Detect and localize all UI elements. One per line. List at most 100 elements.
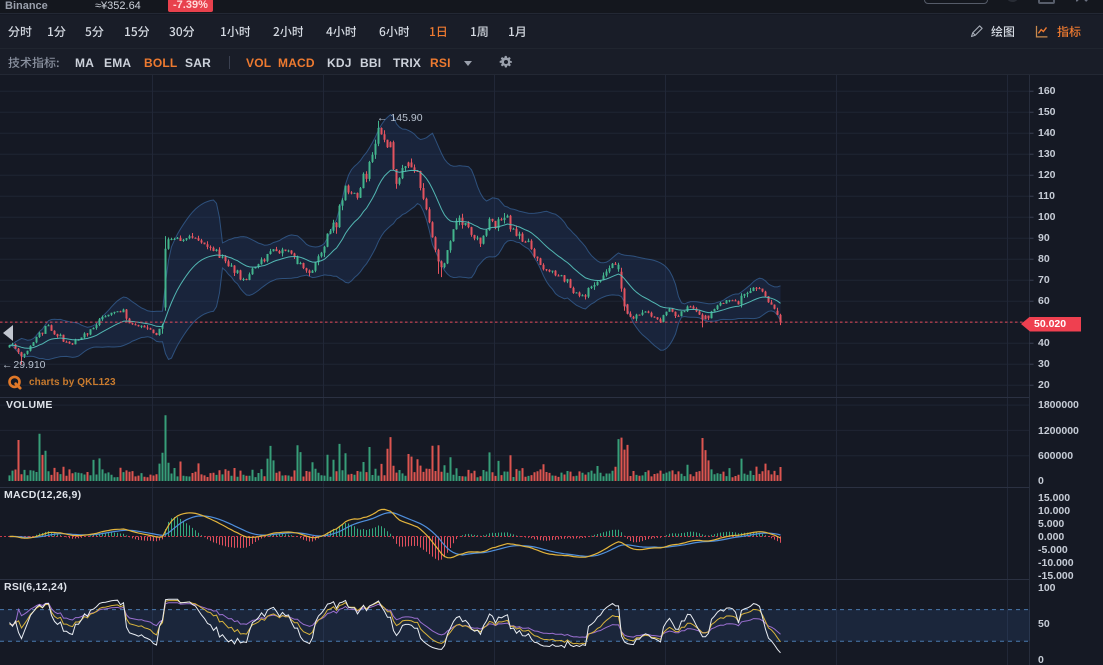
rsi-axis-label: 50: [1038, 618, 1050, 630]
volume-axis-label: 1200000: [1038, 424, 1079, 437]
rsi12-line: [9, 599, 781, 645]
watermark-text: charts by QKL123: [29, 377, 116, 388]
volume-axis-label: 1800000: [1038, 399, 1079, 412]
volume-down-bars: [14, 437, 782, 481]
rsi-panel: [0, 598, 1030, 654]
volume-axis-label: 0: [1038, 475, 1044, 488]
indicator-bar-label: 技术指标:: [8, 49, 59, 76]
timeframe-6xiaoshi[interactable]: 6小时: [379, 15, 410, 48]
timeframe-30fen[interactable]: 30分: [169, 15, 195, 48]
exchange-name: Binance: [5, 0, 48, 12]
indicator-toolbar: 技术指标: MA EMA BOLL SAR VOL MACD KDJ BBI TRIX RSI: [0, 48, 1103, 75]
timeframe-5fen[interactable]: 5分: [85, 15, 104, 48]
cropped-icon-circle[interactable]: [1006, 0, 1019, 2]
volume-axis-label: 600000: [1038, 449, 1074, 462]
indicator-chart-icon[interactable]: [1034, 15, 1049, 48]
timeframe-1fen[interactable]: 1分: [47, 15, 66, 48]
timeframe-toolbar: 分时 1分 5分 15分 30分 1小时 2小时 4小时 6小时 1日 1周 1月 绘图 指标: [0, 15, 1103, 48]
macd-axis-label: 0.000: [1038, 530, 1065, 543]
indicator-macd-active[interactable]: MACD: [278, 55, 315, 70]
timeframe-fenshi[interactable]: 分时: [8, 15, 32, 48]
rsi24-line: [9, 602, 781, 638]
price-axis-label: 150: [1038, 106, 1056, 119]
volume-bars: [8, 415, 782, 481]
candlestick-layer: [8, 120, 782, 365]
gridlines: [0, 75, 1030, 665]
macd-axis-label: 15.000: [1038, 491, 1071, 504]
change-percent-badge: -7.39%: [168, 0, 213, 12]
indicator-ema[interactable]: EMA: [104, 55, 132, 70]
macd-axis-label: -15.000: [1038, 569, 1074, 582]
last-price-tag: 50.020: [1021, 316, 1081, 332]
timeframe-1xiaoshi[interactable]: 1小时: [220, 15, 251, 48]
rsi-band-fill: [0, 609, 1030, 642]
boll-mid-line: [9, 169, 781, 349]
cropped-fullscreen-icon[interactable]: [1038, 0, 1055, 4]
indicator-bbi[interactable]: BBI: [360, 55, 382, 70]
rsi-panel-title: RSI(6,12,24): [4, 581, 68, 593]
chevron-down-icon[interactable]: [464, 61, 472, 66]
rsi-axis-label: 0: [1038, 654, 1044, 665]
qkl123-logo-icon: [8, 375, 22, 390]
indicator-sar[interactable]: SAR: [185, 55, 211, 70]
timeframe-15fen[interactable]: 15分: [124, 15, 150, 48]
indicator-vol-active[interactable]: VOL: [246, 55, 272, 70]
chart-area[interactable]: VOLUME MACD(12,26,9) RSI(6,12,24) ← 145.…: [0, 75, 1103, 665]
price-axis-label: 40: [1038, 337, 1050, 350]
price-axis-label: 90: [1038, 232, 1050, 245]
pan-left-button[interactable]: [0, 323, 16, 343]
price-axis-label: 140: [1038, 127, 1056, 140]
tool-huitu[interactable]: 绘图: [991, 15, 1015, 48]
indicator-rsi-active[interactable]: RSI: [430, 55, 451, 70]
rsi6-line: [9, 598, 781, 654]
cropped-close-icon[interactable]: [1076, 0, 1088, 3]
cropped-searchbox[interactable]: [924, 0, 988, 4]
gear-icon[interactable]: [499, 55, 513, 74]
chart-canvas[interactable]: [0, 75, 1103, 665]
indicator-boll-active[interactable]: BOLL: [144, 55, 178, 70]
bollinger-band: [9, 113, 781, 361]
boll-lower-line: [9, 202, 781, 361]
macd-axis-label: -5.000: [1038, 543, 1068, 556]
indicator-ma[interactable]: MA: [75, 55, 95, 70]
indicator-kdj[interactable]: KDJ: [327, 55, 352, 70]
pencil-icon[interactable]: [969, 15, 984, 48]
price-axis-label: 70: [1038, 274, 1050, 287]
boll-upper-line: [9, 113, 781, 346]
timeframe-1zhou[interactable]: 1周: [470, 15, 488, 48]
timeframe-2xiaoshi[interactable]: 2小时: [273, 15, 304, 48]
price-axis-label: 160: [1038, 85, 1056, 98]
price-axis-label: 130: [1038, 148, 1056, 161]
timeframe-4xiaoshi[interactable]: 4小时: [326, 15, 357, 48]
macd-hist-negative: [15, 536, 781, 561]
macd-axis-label: -10.000: [1038, 556, 1074, 569]
macd-hist-positive: [9, 517, 766, 537]
fiat-price: ≈¥352.64: [95, 0, 141, 12]
indicator-trix[interactable]: TRIX: [393, 55, 422, 70]
panel-separators: [0, 75, 1034, 665]
macd-axis-label: 10.000: [1038, 504, 1071, 517]
price-axis-label: 100: [1038, 211, 1056, 224]
tool-zhibiao[interactable]: 指标: [1057, 15, 1081, 48]
macd-axis-label: 5.000: [1038, 517, 1065, 530]
price-axis-label: 60: [1038, 295, 1050, 308]
watermark: charts by QKL123: [7, 375, 116, 390]
symbol-info-bar: Binance ≈¥352.64 -7.39%: [0, 0, 1103, 14]
boll-band-fill: [9, 114, 781, 360]
price-axis-label: 120: [1038, 169, 1056, 182]
macd-dif-line: [9, 508, 781, 559]
price-axis-label: 20: [1038, 379, 1050, 392]
price-axis-label: 80: [1038, 253, 1050, 266]
timeframe-1yue[interactable]: 1月: [508, 15, 525, 48]
macd-panel-title: MACD(12,26,9): [4, 489, 82, 501]
rsi-axis-label: 100: [1038, 582, 1056, 594]
toolbar-divider: [229, 56, 230, 69]
timeframe-1ri-active[interactable]: 1日: [429, 15, 446, 48]
price-axis-label: 110: [1038, 190, 1055, 203]
session-low-annotation: ← 29.910: [2, 359, 46, 371]
volume-panel-title: VOLUME: [6, 399, 53, 411]
macd-dea-line: [9, 511, 781, 557]
session-high-annotation: ← 145.90: [377, 112, 423, 124]
price-axis-label: 30: [1038, 358, 1050, 371]
